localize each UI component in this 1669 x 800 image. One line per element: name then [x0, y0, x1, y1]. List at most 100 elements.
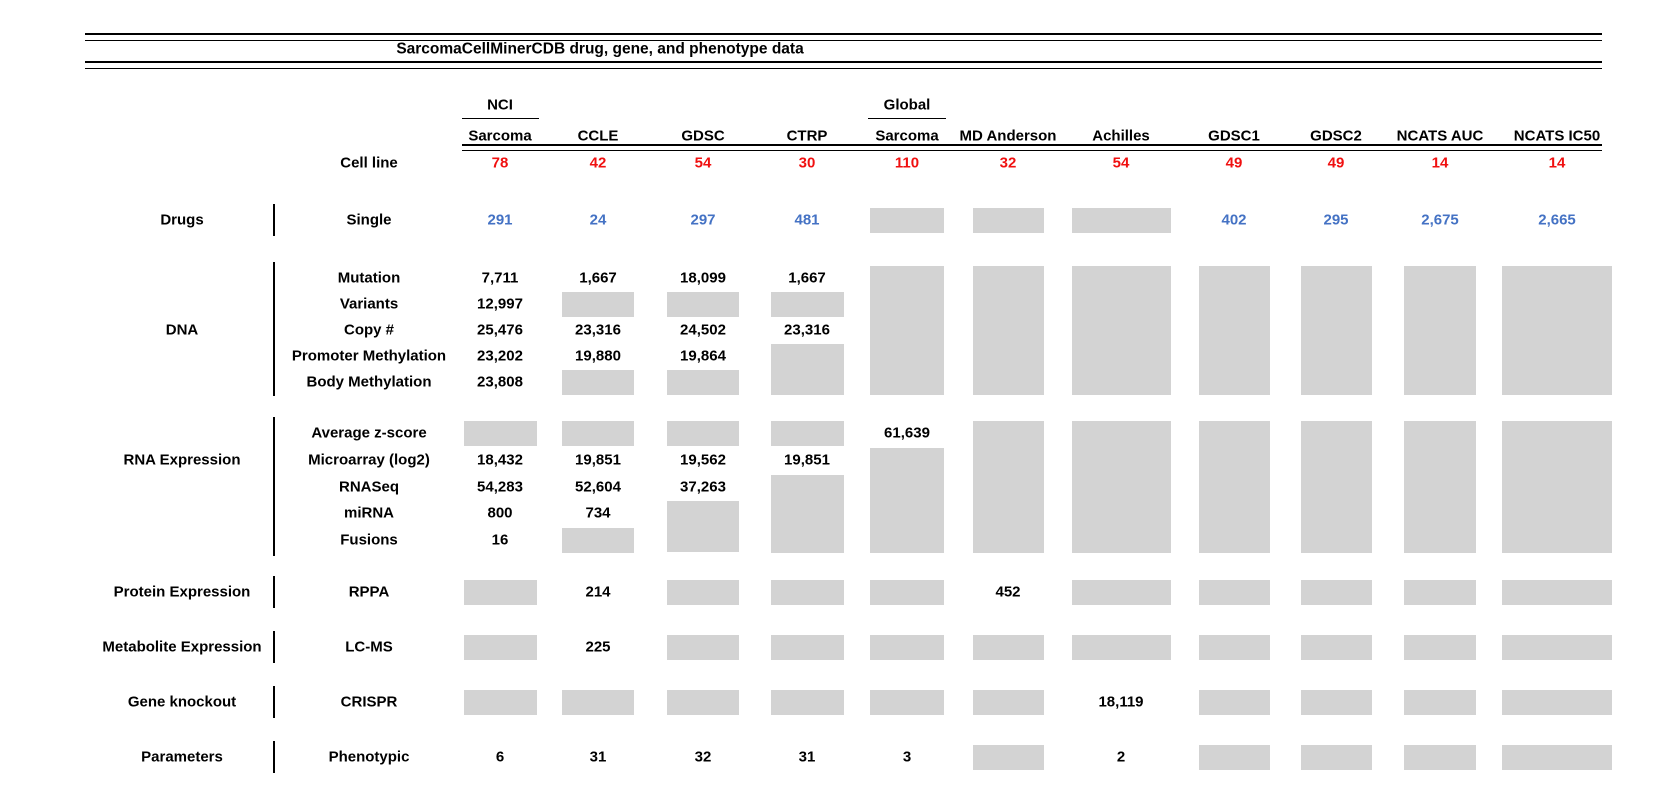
no-data-box	[463, 420, 537, 446]
column-header-top: NCI	[487, 96, 513, 114]
column-header: Achilles	[1092, 127, 1150, 145]
row-label: miRNA	[343, 504, 395, 522]
row-label: Microarray (log2)	[308, 451, 430, 469]
no-data-box	[1502, 420, 1612, 553]
data-cell: 2,665	[1538, 211, 1576, 229]
no-data-box	[1300, 689, 1372, 715]
group-label: DNA	[165, 321, 199, 339]
no-data-box	[667, 634, 739, 660]
group-label: Gene knockout	[127, 693, 237, 711]
no-data-box	[770, 474, 844, 553]
column-header: CCLE	[577, 127, 619, 145]
group-separator	[273, 576, 275, 608]
no-data-box	[972, 265, 1044, 395]
no-data-box	[972, 634, 1044, 660]
no-data-box	[1300, 744, 1372, 770]
no-data-box	[1300, 265, 1372, 395]
data-cell: 19,851	[575, 451, 621, 469]
data-cell: 452	[995, 583, 1021, 601]
no-data-box	[667, 579, 739, 605]
no-data-box	[1071, 420, 1171, 553]
data-cell: 3	[902, 748, 912, 766]
row-label: Mutation	[337, 269, 401, 287]
header-underline-rule	[462, 144, 1602, 151]
no-data-box	[770, 634, 844, 660]
figure-title: SarcomaCellMinerCDB drug, gene, and phen…	[396, 40, 804, 58]
no-data-box	[1198, 265, 1270, 395]
group-separator	[273, 741, 275, 773]
no-data-box	[1404, 579, 1476, 605]
column-header: Sarcoma	[875, 127, 939, 145]
no-data-box	[770, 343, 844, 395]
column-header-top-underline	[868, 118, 946, 119]
no-data-box	[770, 579, 844, 605]
data-cell: 24,502	[680, 321, 726, 339]
row-label: RNASeq	[338, 478, 400, 496]
data-cell: 225	[585, 638, 611, 656]
cell-line-count: 49	[1225, 154, 1243, 172]
column-header-top-underline	[461, 118, 539, 119]
no-data-box	[1198, 744, 1270, 770]
data-cell: 19,851	[784, 451, 830, 469]
group-label: RNA Expression	[123, 451, 241, 469]
no-data-box	[972, 689, 1044, 715]
no-data-box	[1198, 420, 1270, 553]
no-data-box	[870, 265, 944, 395]
group-label: Drugs	[160, 211, 204, 229]
cell-line-count: 14	[1431, 154, 1449, 172]
data-cell: 6	[495, 748, 505, 766]
cell-line-count: 32	[999, 154, 1017, 172]
group-separator	[273, 417, 275, 556]
no-data-box	[1071, 265, 1171, 395]
column-header: NCATS AUC	[1396, 127, 1484, 145]
data-cell: 31	[589, 748, 607, 766]
no-data-box	[1502, 744, 1612, 770]
column-header: MD Anderson	[959, 127, 1057, 145]
column-header-top: Global	[883, 96, 931, 114]
no-data-box	[667, 420, 739, 446]
group-separator	[273, 204, 275, 236]
data-cell: 18,099	[680, 269, 726, 287]
no-data-box	[1300, 634, 1372, 660]
no-data-box	[1198, 579, 1270, 605]
column-header: Sarcoma	[468, 127, 532, 145]
data-cell: 25,476	[477, 321, 523, 339]
row-label: Phenotypic	[328, 748, 410, 766]
no-data-box	[1071, 207, 1171, 233]
no-data-box	[1300, 420, 1372, 553]
row-label: LC-MS	[345, 638, 393, 656]
group-separator	[273, 631, 275, 663]
group-separator	[273, 686, 275, 718]
row-label: Fusions	[340, 531, 398, 549]
column-header: NCATS IC50	[1513, 127, 1601, 145]
no-data-box	[1300, 579, 1372, 605]
no-data-box	[1404, 689, 1476, 715]
no-data-box	[1071, 634, 1171, 660]
no-data-box	[562, 420, 634, 446]
data-cell: 295	[1323, 211, 1349, 229]
data-cell: 2	[1116, 748, 1126, 766]
no-data-box	[1198, 634, 1270, 660]
cell-line-count: 42	[589, 154, 607, 172]
no-data-box	[1502, 579, 1612, 605]
data-cell: 291	[487, 211, 513, 229]
no-data-box	[870, 634, 944, 660]
no-data-box	[1404, 744, 1476, 770]
no-data-box	[972, 207, 1044, 233]
cell-line-count: 54	[694, 154, 712, 172]
data-cell: 23,202	[477, 347, 523, 365]
no-data-box	[870, 207, 944, 233]
cell-line-count: 54	[1112, 154, 1130, 172]
no-data-box	[667, 291, 739, 317]
no-data-box	[463, 579, 537, 605]
row-label: Body Methylation	[306, 373, 432, 391]
no-data-box	[1502, 634, 1612, 660]
title-bottom-rule	[85, 61, 1602, 69]
data-cell: 19,562	[680, 451, 726, 469]
data-cell: 31	[798, 748, 816, 766]
no-data-box	[667, 500, 739, 553]
title-top-rule	[85, 33, 1602, 41]
no-data-box	[562, 689, 634, 715]
no-data-box	[1198, 689, 1270, 715]
data-cell: 23,808	[477, 373, 523, 391]
